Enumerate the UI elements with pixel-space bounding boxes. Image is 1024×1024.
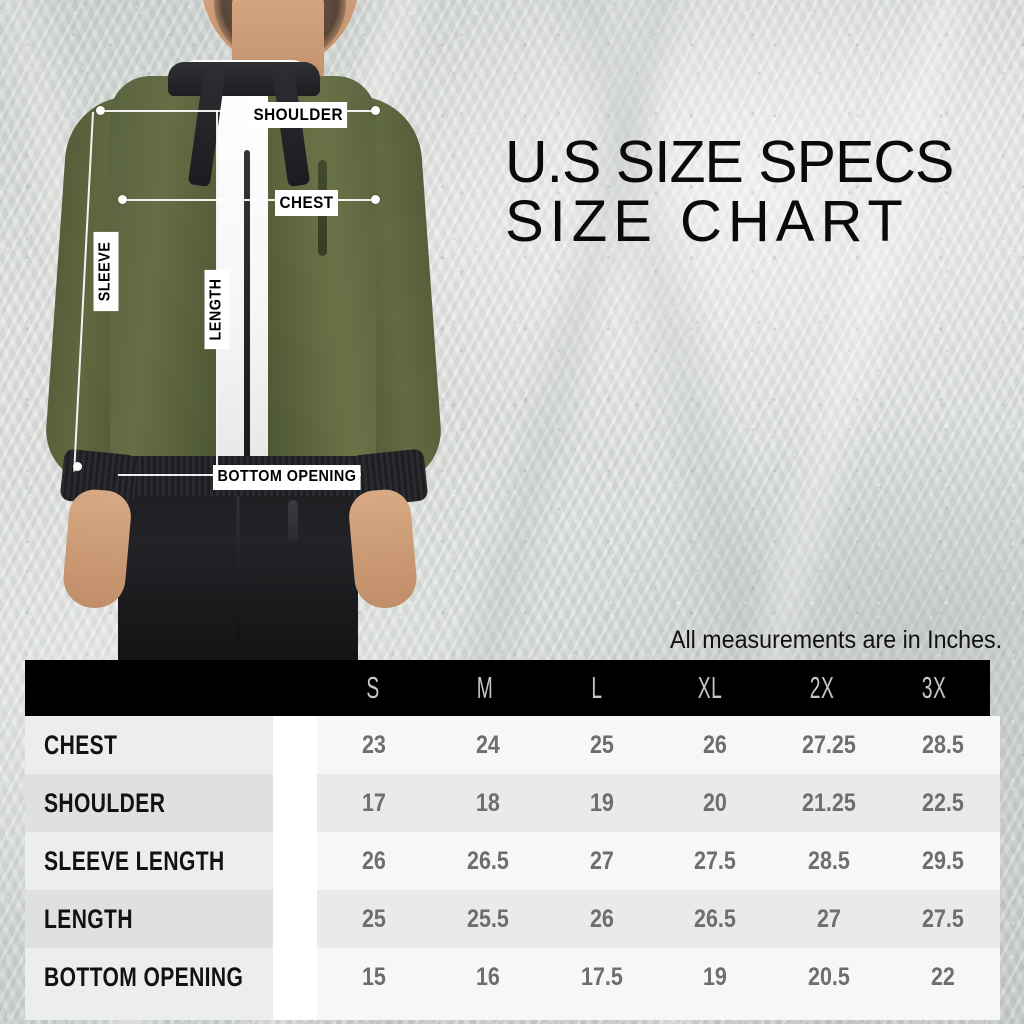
- row-label-sleeve-length: SLEEVE LENGTH: [44, 845, 225, 876]
- row-label-shoulder: SHOULDER: [44, 787, 166, 818]
- table-header-row: S M L XL 2X 3X: [25, 660, 990, 716]
- cell-chest-s: 23: [361, 730, 386, 759]
- column-header-l: L: [591, 670, 604, 705]
- cell-shoulder-2x: 21.25: [802, 788, 857, 817]
- cell-length-2x: 27: [817, 904, 842, 933]
- row-label-bottom-opening: BOTTOM OPENING: [44, 961, 244, 992]
- row-values: 15 16 17.5 19 20.5 22: [317, 948, 1000, 1006]
- column-header-xl: XL: [697, 670, 722, 705]
- cell-chest-l: 25: [589, 730, 614, 759]
- row-label-cell: SLEEVE LENGTH: [25, 832, 273, 890]
- chest-callout-label: CHEST: [275, 190, 339, 216]
- chest-endpoint-left-dot: [118, 195, 127, 204]
- cell-bottom-opening-2x: 20.5: [808, 962, 851, 991]
- cell-chest-3x: 28.5: [922, 730, 964, 759]
- row-label-length: LENGTH: [44, 903, 133, 934]
- table-row: CHEST 23 24 25 26 27.25 28.5: [25, 716, 1000, 774]
- title-block: U.S SIZE SPECS SIZE CHART: [505, 129, 1005, 254]
- row-values: 17 18 19 20 21.25 22.5: [317, 774, 1000, 832]
- cell-shoulder-m: 18: [475, 788, 500, 817]
- cell-bottom-opening-s: 15: [361, 962, 386, 991]
- cell-bottom-opening-xl: 19: [703, 962, 728, 991]
- cell-shoulder-3x: 22.5: [922, 788, 964, 817]
- table-row: BOTTOM OPENING 15 16 17.5 19 20.5 22: [25, 948, 1000, 1006]
- table-bottom-edge: [25, 1006, 1000, 1020]
- row-label-cell: BOTTOM OPENING: [25, 948, 273, 1006]
- row-label-chest: CHEST: [44, 729, 118, 760]
- cell-sleeve-length-xl: 27.5: [694, 846, 737, 875]
- row-label-cell: LENGTH: [25, 890, 273, 948]
- row-values: 26 26.5 27 27.5 28.5 29.5: [317, 832, 1000, 890]
- cell-length-l: 26: [589, 904, 614, 933]
- row-gap-cell: [273, 774, 317, 832]
- shoulder-endpoint-left-dot: [96, 106, 105, 115]
- cell-chest-xl: 26: [703, 730, 728, 759]
- model-photo: [0, 0, 470, 660]
- size-chart-table: S M L XL 2X 3X CHEST 23 24 25 26 27.25 2…: [25, 660, 1000, 1020]
- length-callout-label: LENGTH: [204, 269, 230, 350]
- cell-shoulder-s: 17: [361, 788, 386, 817]
- chest-measure-line: [122, 199, 375, 201]
- cell-chest-2x: 27.25: [802, 730, 857, 759]
- cell-bottom-opening-m: 16: [475, 962, 500, 991]
- column-header-2x: 2X: [809, 670, 835, 705]
- model-hand-right: [346, 487, 420, 611]
- table-row: SLEEVE LENGTH 26 26.5 27 27.5 28.5 29.5: [25, 832, 1000, 890]
- page-subtitle: SIZE CHART: [505, 188, 909, 254]
- row-gap-cell: [273, 890, 317, 948]
- cell-length-xl: 26.5: [694, 904, 737, 933]
- bottom-opening-callout-label: BOTTOM OPENING: [213, 465, 361, 490]
- column-header-s: S: [366, 670, 380, 705]
- table-row: SHOULDER 17 18 19 20 21.25 22.5: [25, 774, 1000, 832]
- row-label-cell: SHOULDER: [25, 774, 273, 832]
- sleeve-callout-label: SLEEVE: [93, 231, 119, 312]
- cell-sleeve-length-s: 26: [361, 846, 386, 875]
- cell-sleeve-length-3x: 29.5: [922, 846, 964, 875]
- chest-endpoint-right-dot: [371, 195, 380, 204]
- row-gap-cell: [273, 716, 317, 774]
- row-values: 23 24 25 26 27.25 28.5: [317, 716, 1000, 774]
- row-gap-cell: [273, 948, 317, 1006]
- cell-length-m: 25.5: [466, 904, 509, 933]
- shoulder-measure-line: [100, 110, 375, 112]
- cell-length-s: 25: [361, 904, 386, 933]
- cell-shoulder-l: 19: [589, 788, 614, 817]
- row-values: 25 25.5 26 26.5 27 27.5: [317, 890, 1000, 948]
- cell-length-3x: 27.5: [922, 904, 964, 933]
- cell-bottom-opening-3x: 22: [931, 962, 956, 991]
- shoulder-endpoint-right-dot: [371, 106, 380, 115]
- cell-bottom-opening-l: 17.5: [580, 962, 623, 991]
- units-note: All measurements are in Inches.: [669, 626, 1002, 654]
- sleeve-endpoint-bottom-dot: [73, 462, 82, 471]
- cell-sleeve-length-m: 26.5: [466, 846, 509, 875]
- row-label-cell: CHEST: [25, 716, 273, 774]
- cell-sleeve-length-l: 27: [589, 846, 614, 875]
- cell-chest-m: 24: [475, 730, 500, 759]
- jeans-fly: [288, 500, 298, 542]
- page-title: U.S SIZE SPECS: [505, 129, 954, 195]
- table-row: LENGTH 25 25.5 26 26.5 27 27.5: [25, 890, 1000, 948]
- cell-shoulder-xl: 20: [703, 788, 728, 817]
- jacket-zipper: [244, 150, 250, 480]
- column-header-m: M: [476, 670, 494, 705]
- column-header-3x: 3X: [921, 670, 947, 705]
- row-gap-cell: [273, 832, 317, 890]
- shoulder-callout-label: SHOULDER: [249, 102, 348, 128]
- cell-sleeve-length-2x: 28.5: [808, 846, 851, 875]
